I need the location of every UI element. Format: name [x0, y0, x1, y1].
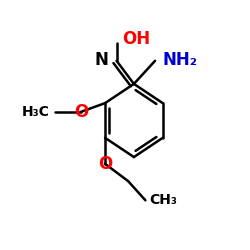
Text: OH: OH [122, 30, 150, 48]
Text: N: N [95, 51, 109, 69]
Text: CH₃: CH₃ [149, 193, 177, 207]
Text: H₃C: H₃C [21, 105, 49, 119]
Text: O: O [74, 103, 88, 121]
Text: O: O [98, 155, 112, 173]
Text: NH₂: NH₂ [163, 51, 198, 69]
